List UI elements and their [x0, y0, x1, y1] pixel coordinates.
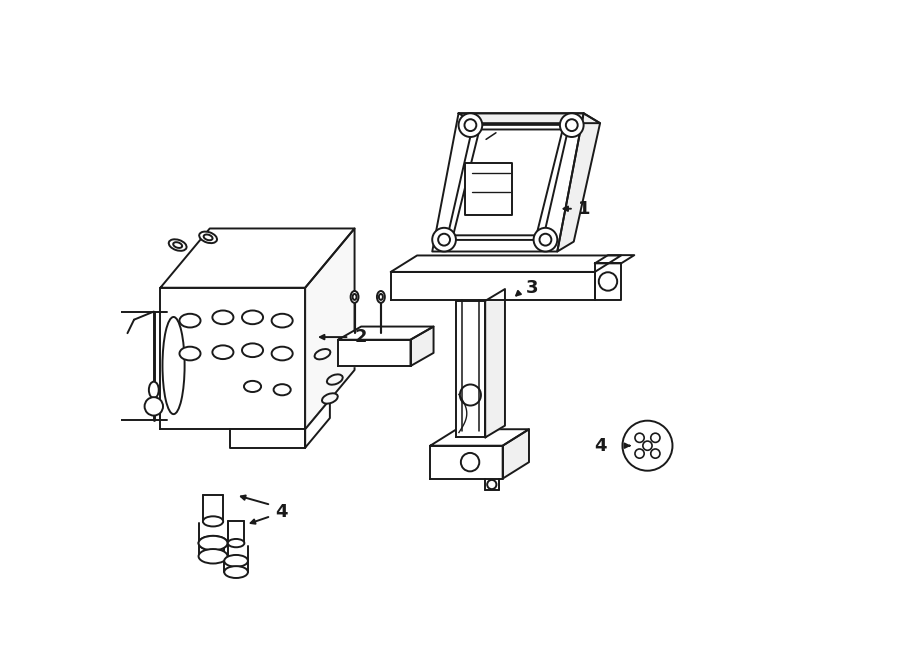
Ellipse shape — [212, 346, 233, 359]
Ellipse shape — [199, 549, 228, 564]
Ellipse shape — [327, 374, 343, 385]
Circle shape — [651, 449, 660, 458]
Circle shape — [461, 453, 480, 471]
Ellipse shape — [377, 291, 385, 303]
Circle shape — [560, 113, 583, 137]
Polygon shape — [557, 113, 600, 252]
Polygon shape — [391, 255, 621, 272]
Ellipse shape — [202, 516, 223, 526]
Polygon shape — [160, 288, 305, 429]
Circle shape — [487, 480, 497, 489]
Ellipse shape — [242, 344, 263, 357]
Polygon shape — [430, 429, 529, 446]
Circle shape — [145, 397, 163, 416]
Ellipse shape — [212, 311, 233, 324]
Polygon shape — [391, 272, 595, 299]
Ellipse shape — [60, 346, 76, 385]
Text: 2: 2 — [355, 328, 367, 346]
Circle shape — [459, 113, 482, 137]
Circle shape — [635, 449, 644, 458]
Ellipse shape — [351, 291, 358, 303]
Ellipse shape — [272, 346, 292, 360]
Ellipse shape — [353, 294, 356, 300]
Ellipse shape — [272, 314, 292, 327]
Ellipse shape — [242, 311, 263, 324]
Ellipse shape — [168, 239, 186, 251]
Ellipse shape — [179, 314, 201, 327]
Ellipse shape — [224, 555, 248, 566]
Circle shape — [438, 234, 450, 246]
Polygon shape — [459, 113, 600, 123]
Polygon shape — [410, 327, 434, 366]
Ellipse shape — [199, 231, 217, 243]
Ellipse shape — [199, 536, 228, 551]
Polygon shape — [338, 327, 434, 340]
Text: 4: 4 — [594, 437, 607, 455]
Circle shape — [566, 119, 578, 131]
Ellipse shape — [228, 539, 245, 547]
Circle shape — [432, 228, 456, 252]
Circle shape — [598, 272, 617, 291]
Polygon shape — [595, 263, 621, 299]
Circle shape — [635, 433, 644, 442]
Polygon shape — [432, 113, 583, 252]
Ellipse shape — [315, 349, 330, 360]
Circle shape — [539, 234, 552, 246]
Polygon shape — [503, 429, 529, 479]
Text: 3: 3 — [526, 279, 538, 297]
Polygon shape — [595, 255, 634, 263]
Ellipse shape — [224, 566, 248, 578]
Polygon shape — [465, 163, 512, 215]
Ellipse shape — [199, 536, 228, 551]
Ellipse shape — [322, 393, 338, 404]
Polygon shape — [338, 340, 410, 366]
Circle shape — [651, 433, 660, 442]
Circle shape — [464, 119, 476, 131]
Circle shape — [643, 441, 652, 450]
Text: 4: 4 — [275, 502, 288, 520]
Circle shape — [534, 228, 557, 252]
Circle shape — [460, 385, 481, 406]
Ellipse shape — [148, 381, 158, 398]
Polygon shape — [305, 400, 330, 447]
Polygon shape — [160, 229, 355, 288]
Polygon shape — [454, 130, 562, 235]
Ellipse shape — [274, 384, 291, 395]
Ellipse shape — [244, 381, 261, 392]
Polygon shape — [230, 429, 305, 447]
Ellipse shape — [203, 235, 212, 240]
Ellipse shape — [173, 242, 182, 248]
Ellipse shape — [379, 294, 382, 300]
Polygon shape — [305, 229, 355, 429]
Text: 1: 1 — [579, 200, 591, 217]
Polygon shape — [446, 125, 569, 240]
Polygon shape — [485, 289, 505, 438]
Polygon shape — [455, 301, 485, 438]
Polygon shape — [430, 446, 503, 479]
Ellipse shape — [179, 346, 201, 360]
Ellipse shape — [51, 311, 85, 420]
Circle shape — [623, 420, 672, 471]
